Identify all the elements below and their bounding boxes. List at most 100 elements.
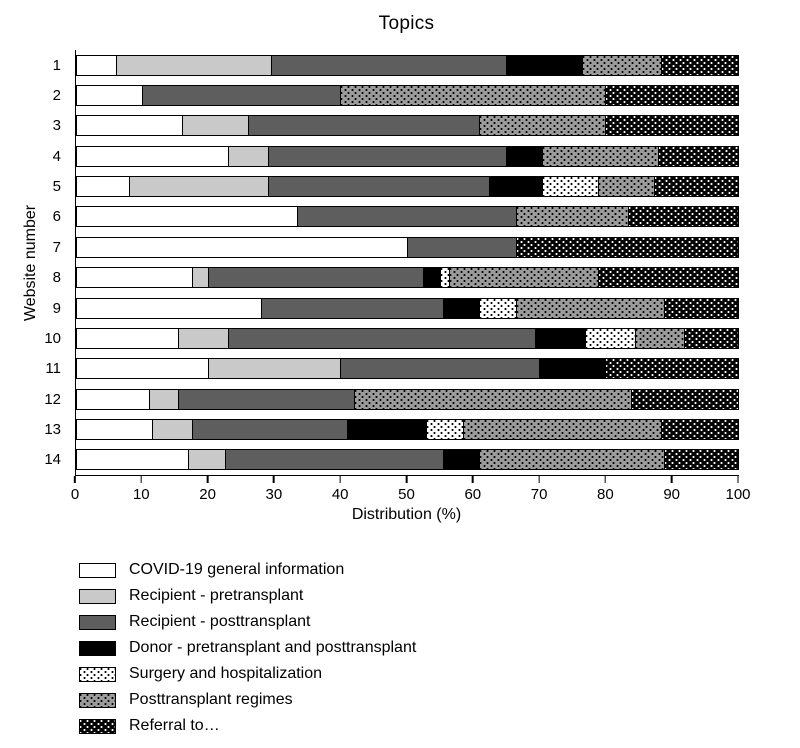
bar-segment bbox=[628, 207, 738, 227]
bar-segment bbox=[599, 177, 656, 197]
x-tick-label: 20 bbox=[199, 486, 216, 503]
bar-segment bbox=[77, 298, 263, 318]
x-tick: 0 bbox=[71, 476, 79, 503]
bar-track bbox=[76, 267, 739, 289]
x-tick-label: 40 bbox=[331, 486, 349, 503]
x-axis-label: Distribution (%) bbox=[351, 506, 462, 523]
bar-track bbox=[76, 85, 739, 107]
legend: COVID-19 general information Recipient - … bbox=[79, 561, 416, 735]
bar-segment bbox=[179, 389, 355, 409]
row-label: 13 bbox=[44, 420, 61, 438]
bar-segment bbox=[516, 207, 629, 227]
row-label: 4 bbox=[52, 147, 61, 165]
bar-segment bbox=[77, 389, 150, 409]
x-tick-label: 10 bbox=[132, 486, 150, 503]
row-label: 2 bbox=[52, 87, 61, 105]
legend-item: Referral to… bbox=[79, 717, 416, 735]
row-label: 10 bbox=[44, 329, 61, 347]
row-label: 7 bbox=[52, 238, 61, 256]
x-tick-mark bbox=[273, 476, 275, 483]
bar-segment bbox=[268, 146, 507, 166]
x-tick-label: 80 bbox=[597, 486, 614, 503]
legend-label: Recipient - posttransplant bbox=[129, 613, 311, 630]
legend-swatch bbox=[79, 666, 116, 682]
bar-segment bbox=[424, 268, 441, 288]
bar-segment bbox=[685, 328, 738, 348]
bar-row bbox=[76, 171, 739, 201]
bar-segment bbox=[248, 116, 481, 136]
bar-segment bbox=[427, 419, 464, 439]
legend-swatch bbox=[79, 588, 116, 604]
legend-swatch bbox=[79, 640, 116, 656]
bar-segment bbox=[298, 207, 517, 227]
bar-segment bbox=[407, 237, 517, 257]
legend-label: Posttransplant regimes bbox=[129, 691, 293, 708]
bar-row bbox=[76, 293, 739, 323]
bar-segment bbox=[129, 177, 269, 197]
bar-row bbox=[76, 141, 739, 171]
bar-row bbox=[76, 80, 739, 110]
x-tick: 20 bbox=[199, 476, 216, 503]
bar-segment bbox=[268, 177, 491, 197]
x-tick-label: 70 bbox=[530, 486, 548, 503]
bar-segment bbox=[632, 389, 738, 409]
x-tick: 40 bbox=[332, 476, 349, 503]
bar-segment bbox=[179, 328, 230, 348]
x-tick-mark bbox=[140, 476, 143, 483]
bar-segment bbox=[143, 86, 342, 106]
bar-segment bbox=[463, 419, 662, 439]
row-label: 3 bbox=[52, 117, 61, 135]
row-label: 9 bbox=[52, 299, 61, 317]
bar-segment bbox=[77, 146, 230, 166]
x-tick-label: 100 bbox=[725, 486, 751, 503]
row-label: 12 bbox=[44, 390, 61, 408]
bar-segment bbox=[229, 328, 537, 348]
bar-segment bbox=[262, 298, 444, 318]
bar-track bbox=[76, 236, 739, 258]
x-tick: 10 bbox=[133, 476, 150, 503]
bar-segment bbox=[440, 268, 451, 288]
row-label: 11 bbox=[45, 360, 61, 378]
bar-segment bbox=[506, 55, 583, 75]
bar-segment bbox=[480, 116, 606, 136]
bar-segment bbox=[661, 55, 738, 75]
x-tick: 50 bbox=[398, 476, 415, 503]
x-tick: 100 bbox=[725, 476, 751, 503]
x-tick-mark bbox=[405, 476, 408, 483]
x-tick-label: 30 bbox=[265, 486, 283, 503]
bar-segment bbox=[189, 450, 226, 470]
bar-segment bbox=[599, 268, 738, 288]
bar-track bbox=[76, 206, 739, 228]
x-tick-label: 50 bbox=[398, 486, 415, 503]
bar-track bbox=[76, 115, 739, 137]
bar-segment bbox=[341, 86, 606, 106]
bar-segment bbox=[192, 268, 210, 288]
bar-segment bbox=[192, 419, 348, 439]
bar-row bbox=[76, 232, 739, 262]
x-tick-mark bbox=[604, 476, 607, 483]
bar-row bbox=[76, 50, 739, 80]
x-tick-mark bbox=[472, 476, 474, 483]
bar-segment bbox=[605, 86, 738, 106]
bar-track bbox=[76, 176, 739, 198]
chart-title: Topics bbox=[378, 13, 435, 34]
bar-track bbox=[76, 54, 739, 76]
bar-segment bbox=[77, 207, 299, 227]
bar-segment bbox=[77, 419, 153, 439]
row-label: 8 bbox=[52, 269, 61, 287]
bar-segment bbox=[480, 450, 666, 470]
bar-segment bbox=[77, 237, 408, 257]
legend-label: Referral to… bbox=[129, 717, 220, 734]
x-tick-mark bbox=[670, 476, 673, 483]
bar-row bbox=[76, 384, 739, 414]
bar-segment bbox=[209, 359, 342, 379]
legend-item: Donor - pretransplant and posttransplant bbox=[79, 639, 416, 657]
x-tick-mark bbox=[737, 476, 739, 483]
legend-item: Recipient - posttransplant bbox=[79, 613, 416, 631]
legend-item: Posttransplant regimes bbox=[79, 691, 416, 709]
bar-segment bbox=[605, 359, 738, 379]
bar-track bbox=[76, 449, 739, 471]
bar-segment bbox=[635, 328, 686, 348]
bar-segment bbox=[516, 237, 738, 257]
bar-track bbox=[76, 297, 739, 319]
